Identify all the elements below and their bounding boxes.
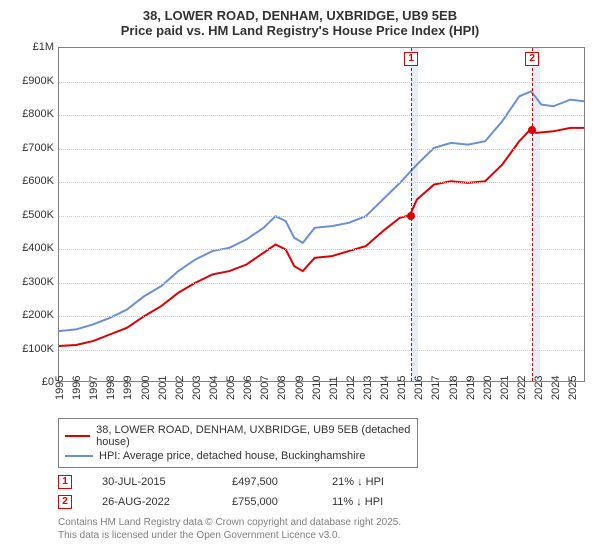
grid-line bbox=[59, 115, 584, 116]
grid-line bbox=[59, 350, 584, 351]
legend: 38, LOWER ROAD, DENHAM, UXBRIDGE, UB9 5E… bbox=[58, 418, 418, 468]
x-tick-label: 2023 bbox=[533, 376, 545, 400]
y-tick-label: £800K bbox=[10, 108, 54, 120]
chart-container: 38, LOWER ROAD, DENHAM, UXBRIDGE, UB9 5E… bbox=[0, 0, 600, 560]
plot-area: 12 bbox=[58, 47, 585, 382]
y-tick-label: £900K bbox=[10, 75, 54, 87]
x-tick-label: 2019 bbox=[465, 376, 477, 400]
x-tick-label: 2020 bbox=[482, 376, 494, 400]
sale-dot bbox=[528, 126, 536, 134]
x-tick-label: 1999 bbox=[122, 376, 134, 400]
x-tick-label: 2000 bbox=[140, 376, 152, 400]
x-tick-label: 2014 bbox=[379, 376, 391, 400]
sale-num-box: 2 bbox=[58, 495, 72, 509]
x-tick-label: 2013 bbox=[362, 376, 374, 400]
sale-rows: 1 30-JUL-2015 £497,500 21% ↓ HPI 2 26-AUG-202… bbox=[58, 472, 590, 512]
y-tick-label: £1M bbox=[10, 41, 54, 53]
series-line-price_paid bbox=[59, 128, 584, 346]
grid-line bbox=[59, 82, 584, 83]
grid-line bbox=[59, 216, 584, 217]
x-tick-label: 2006 bbox=[242, 376, 254, 400]
x-tick-label: 1995 bbox=[54, 376, 66, 400]
x-tick-label: 2008 bbox=[276, 376, 288, 400]
x-tick-label: 1997 bbox=[88, 376, 100, 400]
x-tick-label: 1998 bbox=[105, 376, 117, 400]
x-tick-label: 2009 bbox=[294, 376, 306, 400]
x-tick-label: 2001 bbox=[157, 376, 169, 400]
y-tick-label: £300K bbox=[10, 276, 54, 288]
grid-line bbox=[59, 249, 584, 250]
sale-price: £755,000 bbox=[232, 496, 302, 508]
chart-area: 12 £0£100K£200K£300K£400K£500K£600K£700K… bbox=[10, 42, 590, 412]
attribution-line2: This data is licensed under the Open Gov… bbox=[58, 529, 590, 542]
legend-item: 38, LOWER ROAD, DENHAM, UXBRIDGE, UB9 5E… bbox=[65, 423, 411, 449]
x-tick-label: 2021 bbox=[499, 376, 511, 400]
sale-price: £497,500 bbox=[232, 476, 302, 488]
x-tick-label: 2010 bbox=[311, 376, 323, 400]
sale-row: 1 30-JUL-2015 £497,500 21% ↓ HPI bbox=[58, 472, 590, 492]
x-tick-label: 2016 bbox=[413, 376, 425, 400]
legend-swatch bbox=[65, 435, 90, 437]
title-block: 38, LOWER ROAD, DENHAM, UXBRIDGE, UB9 5E… bbox=[0, 0, 600, 42]
x-tick-label: 2015 bbox=[396, 376, 408, 400]
x-tick-label: 2024 bbox=[550, 376, 562, 400]
y-tick-label: £500K bbox=[10, 209, 54, 221]
grid-line bbox=[59, 182, 584, 183]
line-svg bbox=[59, 48, 584, 381]
series-line-hpi bbox=[59, 91, 584, 331]
x-tick-label: 2005 bbox=[225, 376, 237, 400]
sale-marker-box: 1 bbox=[404, 52, 418, 66]
x-tick-label: 2018 bbox=[448, 376, 460, 400]
legend-item: HPI: Average price, detached house, Buck… bbox=[65, 449, 411, 463]
legend-swatch bbox=[65, 455, 93, 457]
x-tick-label: 2003 bbox=[191, 376, 203, 400]
sale-marker-line bbox=[532, 48, 533, 381]
title-address: 38, LOWER ROAD, DENHAM, UXBRIDGE, UB9 5E… bbox=[10, 8, 590, 23]
x-tick-label: 2004 bbox=[208, 376, 220, 400]
x-tick-label: 2007 bbox=[259, 376, 271, 400]
x-tick-label: 1996 bbox=[71, 376, 83, 400]
sale-num-box: 1 bbox=[58, 475, 72, 489]
grid-line bbox=[59, 283, 584, 284]
y-tick-label: £0 bbox=[10, 376, 54, 388]
sale-date: 26-AUG-2022 bbox=[102, 496, 202, 508]
sale-hpi-diff: 11% ↓ HPI bbox=[332, 496, 432, 508]
y-tick-label: £400K bbox=[10, 242, 54, 254]
sale-marker-box: 2 bbox=[525, 52, 539, 66]
y-tick-label: £100K bbox=[10, 343, 54, 355]
legend-label: HPI: Average price, detached house, Buck… bbox=[99, 450, 365, 462]
attribution: Contains HM Land Registry data © Crown c… bbox=[58, 516, 590, 542]
sale-row: 2 26-AUG-2022 £755,000 11% ↓ HPI bbox=[58, 492, 590, 512]
attribution-line1: Contains HM Land Registry data © Crown c… bbox=[58, 516, 590, 529]
legend-label: 38, LOWER ROAD, DENHAM, UXBRIDGE, UB9 5E… bbox=[96, 424, 411, 448]
sale-date: 30-JUL-2015 bbox=[102, 476, 202, 488]
title-subtitle: Price paid vs. HM Land Registry's House … bbox=[10, 23, 590, 38]
x-tick-label: 2011 bbox=[328, 376, 340, 400]
x-tick-label: 2002 bbox=[174, 376, 186, 400]
x-tick-label: 2012 bbox=[345, 376, 357, 400]
sale-dot bbox=[407, 212, 415, 220]
y-tick-label: £700K bbox=[10, 142, 54, 154]
x-tick-label: 2017 bbox=[430, 376, 442, 400]
grid-line bbox=[59, 149, 584, 150]
grid-line bbox=[59, 316, 584, 317]
x-tick-label: 2022 bbox=[516, 376, 528, 400]
y-tick-label: £200K bbox=[10, 309, 54, 321]
y-tick-label: £600K bbox=[10, 175, 54, 187]
sale-hpi-diff: 21% ↓ HPI bbox=[332, 476, 432, 488]
x-tick-label: 2025 bbox=[567, 376, 579, 400]
